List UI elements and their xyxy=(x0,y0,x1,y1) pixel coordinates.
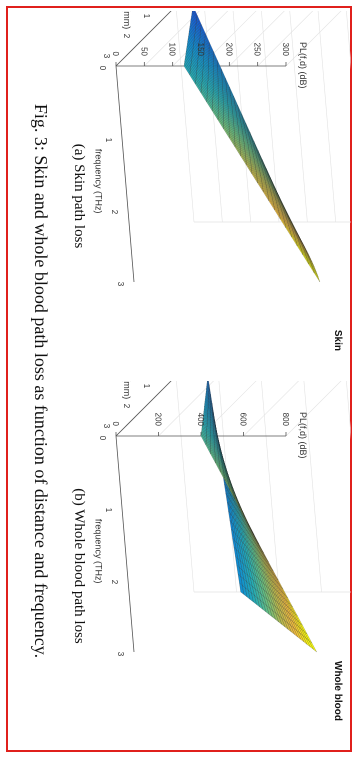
skin-subcaption: (a) Skin path loss xyxy=(71,143,87,249)
x-tick-label: 2 xyxy=(122,34,131,39)
blood-subcaption: (b) Whole blood path loss xyxy=(71,488,87,644)
y-tick-label: 1 xyxy=(104,138,113,143)
x-axis-label: distance(mm) xyxy=(122,381,132,399)
z-tick-label: 400 xyxy=(196,413,205,427)
chart-title: Whole blood xyxy=(332,661,343,721)
z-tick-label: 200 xyxy=(154,413,163,427)
y-tick-label: 3 xyxy=(116,282,125,287)
x-tick-label: 1 xyxy=(142,14,151,19)
y-tick-label: 1 xyxy=(104,508,113,513)
chart-title: Skin xyxy=(332,330,343,351)
x-tick-label: 3 xyxy=(102,54,111,59)
y-axis-label: frequency (THz) xyxy=(94,149,104,214)
z-tick-label: 0 xyxy=(111,52,120,57)
z-tick-label: 50 xyxy=(139,47,148,56)
z-axis-label: PL(f,d) (dB) xyxy=(298,42,308,89)
z-axis-label: PL(f,d) (dB) xyxy=(298,412,308,459)
y-tick-label: 3 xyxy=(116,652,125,657)
x-tick-label: 1 xyxy=(142,384,151,389)
z-tick-label: 200 xyxy=(224,43,233,57)
axes-box xyxy=(115,11,351,283)
figure-frame: 05010015020025030032100123PL(f,d) (dB)di… xyxy=(6,6,352,752)
y-tick-label: 2 xyxy=(110,210,119,215)
surface-mesh xyxy=(183,11,321,283)
z-tick-label: 0 xyxy=(111,422,120,427)
z-tick-label: 150 xyxy=(196,43,205,57)
rotated-figure: 05010015020025030032100123PL(f,d) (dB)di… xyxy=(11,11,351,751)
surface-mesh xyxy=(200,381,317,653)
y-tick-label: 0 xyxy=(98,436,107,441)
z-tick-label: 800 xyxy=(281,413,290,427)
x-tick-label: 3 xyxy=(102,424,111,429)
blood-surface-chart: 020040060080032100123PL(f,d) (dB)distanc… xyxy=(94,381,351,721)
x-tick-label: 2 xyxy=(122,404,131,409)
z-tick-label: 300 xyxy=(281,43,290,57)
x-axis-label: distance(mm) xyxy=(122,11,132,29)
z-tick-label: 250 xyxy=(253,43,262,57)
figure-caption: Fig. 3: Skin and whole blood path loss a… xyxy=(31,103,51,659)
z-tick-label: 600 xyxy=(239,413,248,427)
z-tick-label: 100 xyxy=(168,43,177,57)
y-tick-label: 2 xyxy=(110,580,119,585)
y-axis-label: frequency (THz) xyxy=(94,519,104,584)
y-tick-label: 0 xyxy=(98,66,107,71)
skin-surface-chart: 05010015020025030032100123PL(f,d) (dB)di… xyxy=(94,11,351,351)
